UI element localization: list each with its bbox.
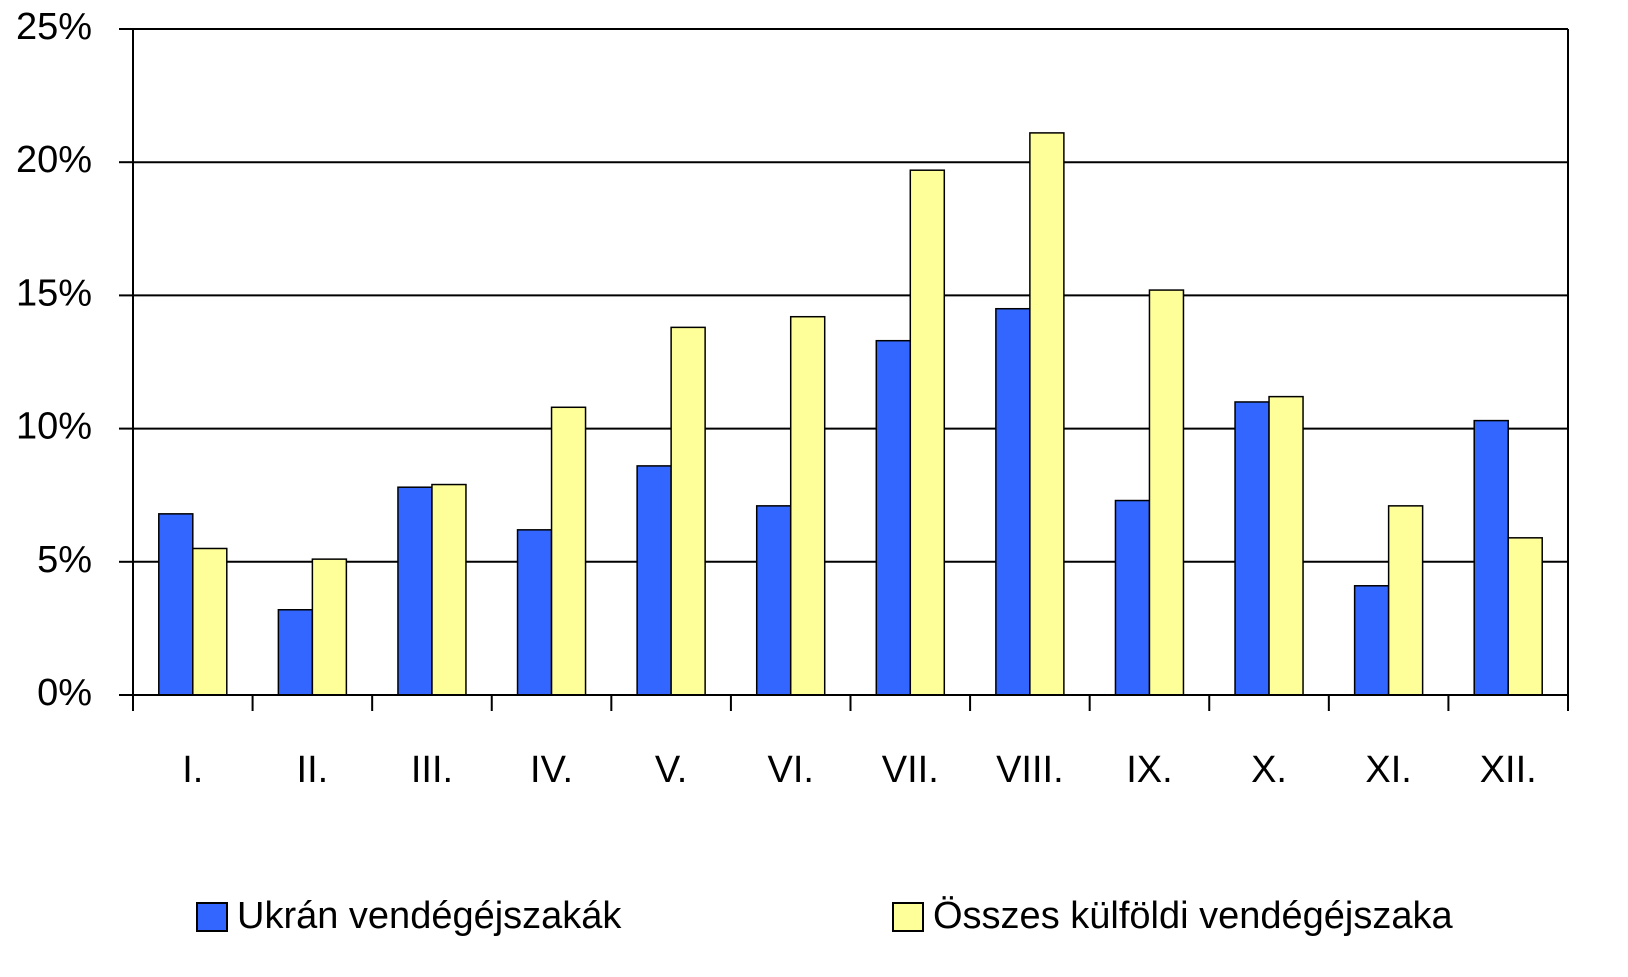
bar [1029,132,1065,696]
x-tick-label: IX. [1126,749,1172,791]
bar [311,558,348,696]
bar [1268,395,1304,696]
bar [909,169,946,696]
legend-swatch [892,902,924,932]
x-tick-label: III. [411,749,453,791]
bar [755,505,792,696]
x-tick-label: XII. [1480,749,1537,791]
y-tick-label: 15% [16,272,92,314]
x-tick-label: V. [655,749,687,791]
bar [550,406,587,696]
bar [431,483,467,696]
bar [1148,289,1185,696]
bar [516,529,553,696]
bar [397,486,433,696]
bar [1387,505,1424,696]
x-tick-label: IV. [530,749,573,791]
bar [1507,537,1543,696]
legend-swatch [196,902,228,932]
legend-label: Összes külföldi vendégéjszaka [933,895,1453,937]
bar [789,315,826,696]
bar [1473,419,1509,696]
bar [636,465,672,696]
y-tick-label: 10% [16,406,92,448]
x-tick-label: XI. [1365,749,1411,791]
x-tick-label: VIII. [996,749,1064,791]
bar [995,307,1031,696]
bar [1353,585,1390,696]
x-tick-label: II. [297,749,329,791]
x-tick-label: I. [182,749,203,791]
bar [158,513,194,696]
x-tick-label: VII. [882,749,939,791]
y-tick-label: 25% [16,6,92,48]
x-tick-label: X. [1251,749,1287,791]
x-tick-label: VI. [767,749,813,791]
bar [1234,401,1270,696]
y-tick-label: 5% [37,539,92,581]
legend-label: Ukrán vendégéjszakák [237,895,622,937]
bar [1114,499,1151,696]
y-tick-label: 20% [16,139,92,181]
bar [670,326,706,696]
bar [192,547,228,696]
bar [277,609,314,696]
y-tick-label: 0% [37,672,92,714]
bar [875,339,912,696]
